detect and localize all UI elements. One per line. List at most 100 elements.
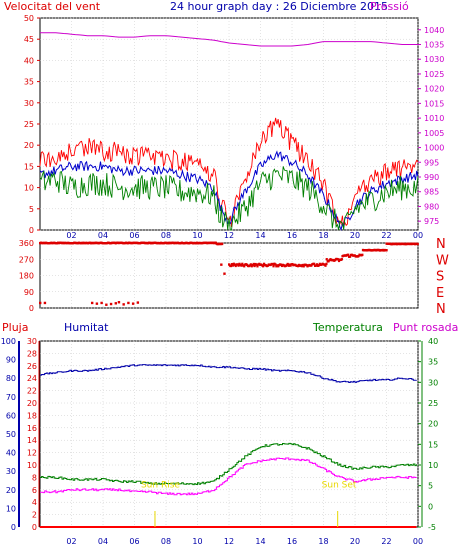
direction-point: [100, 301, 103, 305]
wind-x-tick-label: 22: [381, 231, 391, 240]
wind-pressure-panel: 0510152025303540455097598098599099510001…: [24, 14, 445, 240]
wind-x-tick-label: 06: [129, 231, 139, 240]
temp-humidity-panel: 0246810121416182022242628300102030405060…: [1, 337, 438, 546]
humidity-tick-label: 20: [6, 486, 16, 495]
wind-y-tick-label: 50: [24, 14, 34, 23]
temperature-tick-label: 5: [428, 482, 433, 491]
direction-point: [136, 301, 140, 304]
humidity-tick-label: 40: [6, 449, 16, 458]
rain-tick-label: 22: [27, 387, 37, 396]
direction-point: [274, 263, 277, 266]
pressure-tick-label: 1020: [424, 85, 444, 94]
rain-tick-label: 18: [27, 411, 37, 420]
direction-point: [220, 263, 223, 266]
direction-y-tick-label: 360: [19, 239, 34, 248]
temp-x-tick-label: 16: [287, 537, 297, 546]
direction-point: [340, 258, 343, 261]
rain-tick-label: 6: [32, 486, 37, 495]
pressure-tick-label: 1035: [424, 41, 444, 50]
pressure-tick-label: 1005: [424, 129, 444, 138]
pressure-label: Pressió: [370, 0, 409, 13]
rain-tick-label: 12: [27, 449, 37, 458]
direction-point: [416, 242, 419, 246]
wind-x-tick-label: 04: [98, 231, 108, 240]
temp-x-tick-label: 10: [192, 537, 202, 546]
temp-x-tick-label: 20: [350, 537, 360, 546]
direction-y-tick-label: 270: [19, 255, 34, 264]
humidity-tick-label: 10: [6, 504, 16, 513]
wind-x-tick-label: 12: [224, 231, 234, 240]
temperature-tick-label: 25: [428, 399, 438, 408]
rain-tick-label: 30: [27, 337, 37, 346]
direction-point: [221, 242, 224, 246]
wind-y-tick-label: 35: [24, 78, 34, 87]
wind-x-tick-label: 02: [66, 231, 76, 240]
humidity-tick-label: 90: [6, 356, 16, 365]
temperature-line: [40, 442, 417, 486]
wind-x-tick-label: 16: [287, 231, 297, 240]
wind-x-tick-label: 18: [318, 231, 328, 240]
direction-point: [114, 302, 117, 305]
direction-point: [325, 262, 328, 266]
pressure-tick-label: 990: [424, 173, 439, 182]
wind-y-tick-label: 15: [24, 162, 34, 171]
rain-tick-label: 10: [27, 461, 37, 470]
humidity-tick-label: 60: [6, 411, 16, 420]
direction-point: [131, 302, 135, 305]
wind-y-tick-label: 40: [24, 56, 34, 65]
direction-point: [313, 262, 316, 266]
direction-point: [240, 264, 243, 267]
rain-tick-label: 16: [27, 424, 37, 433]
temperature-tick-label: 35: [428, 358, 438, 367]
temp-x-tick-label: 02: [66, 537, 76, 546]
wind-y-tick-label: 45: [24, 35, 34, 44]
compass-label: W: [436, 253, 449, 268]
temperature-tick-label: 40: [428, 337, 438, 346]
direction-point: [223, 272, 226, 275]
direction-point: [39, 301, 42, 305]
pressure-tick-label: 980: [424, 202, 439, 211]
temperature-tick-label: 10: [428, 461, 438, 470]
wind-y-tick-label: 25: [24, 120, 34, 129]
direction-point: [255, 263, 258, 266]
rain-tick-label: 8: [32, 473, 37, 482]
dewpoint-label: Punt rosada: [393, 321, 458, 334]
rain-tick-label: 24: [27, 374, 37, 383]
rain-tick-label: 14: [27, 436, 37, 445]
temperature-tick-label: 20: [428, 420, 438, 429]
pressure-tick-label: 1010: [424, 114, 444, 123]
temp-x-tick-label: 06: [129, 537, 139, 546]
direction-point: [272, 264, 275, 268]
wind-y-tick-label: 20: [24, 141, 34, 150]
direction-point: [361, 253, 364, 257]
compass-label: S: [436, 270, 444, 285]
direction-point: [127, 301, 130, 305]
direction-point: [252, 262, 255, 266]
direction-point: [241, 262, 244, 266]
temperature-tick-label: 0: [428, 502, 433, 511]
humidity-tick-label: 70: [6, 393, 16, 402]
temperature-tick-label: 30: [428, 378, 438, 387]
direction-point: [243, 265, 246, 268]
compass-label: N: [436, 237, 446, 252]
direction-point: [325, 258, 328, 261]
chart-title: 24 hour graph day : 26 Diciembre 2015: [170, 0, 388, 13]
wind-y-tick-label: 10: [24, 184, 34, 193]
temperature-label: Temperatura: [312, 321, 383, 334]
direction-point: [324, 264, 327, 267]
direction-y-tick-label: 90: [24, 288, 34, 297]
temperature-tick-label: 15: [428, 440, 438, 449]
direction-point: [301, 263, 304, 267]
direction-point: [385, 249, 388, 252]
direction-point: [117, 301, 121, 304]
humidity-label: Humitat: [64, 321, 109, 334]
direction-point: [317, 264, 320, 267]
direction-point: [95, 302, 99, 305]
pressure-tick-label: 1040: [424, 26, 444, 35]
direction-point: [234, 264, 237, 268]
humidity-tick-label: 50: [6, 430, 16, 439]
temp-x-tick-label: 14: [255, 537, 265, 546]
humidity-tick-label: 100: [1, 337, 16, 346]
